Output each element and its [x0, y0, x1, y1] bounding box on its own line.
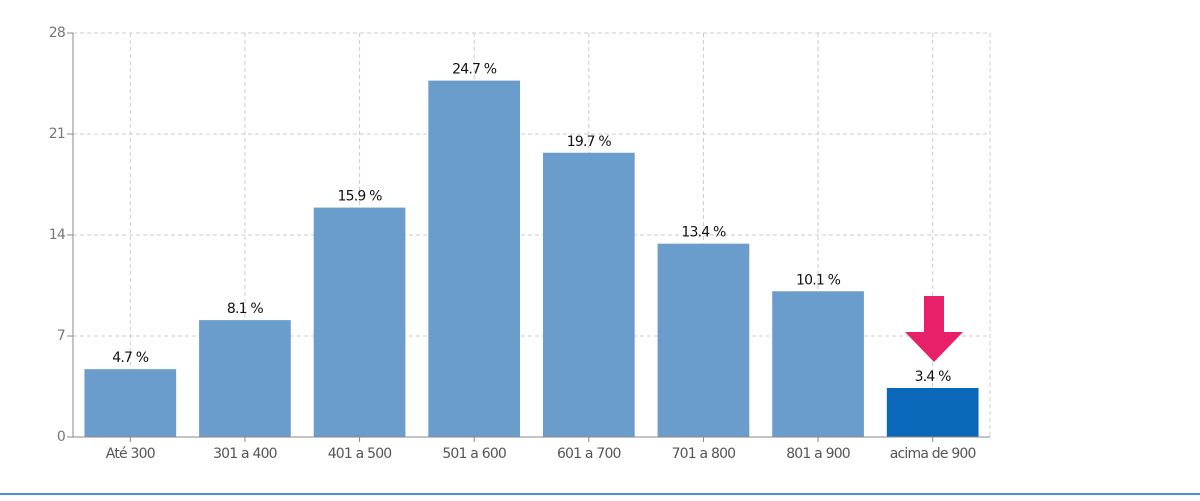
- bar: [84, 369, 177, 437]
- value-label: 3.4 %: [915, 369, 952, 385]
- x-tick-label: 601 a 700: [557, 446, 621, 462]
- x-tick-label: 701 a 800: [672, 446, 736, 462]
- bar: [886, 387, 979, 437]
- bar: [772, 291, 864, 437]
- x-tick-label: 801 a 900: [786, 446, 850, 462]
- x-tick-label: acima de 900: [890, 446, 976, 462]
- highlight-arrow: [905, 296, 963, 362]
- value-label: 4.7 %: [112, 350, 149, 366]
- y-tick-label: 0: [57, 429, 65, 445]
- y-tick-label: 7: [57, 328, 65, 344]
- y-tick-label: 28: [49, 25, 65, 41]
- bar: [428, 80, 521, 437]
- x-tick-label: 501 a 600: [442, 446, 506, 462]
- y-tick-label: 14: [49, 227, 66, 243]
- x-tick-label: 401 a 500: [328, 446, 392, 462]
- bar: [313, 207, 406, 437]
- value-label: 8.1 %: [227, 301, 264, 317]
- value-label: 10.1 %: [796, 272, 841, 288]
- value-label: 24.7 %: [452, 62, 497, 78]
- y-tick-label: 21: [49, 126, 65, 142]
- bar: [542, 152, 635, 437]
- x-tick-label: 301 a 400: [213, 446, 277, 462]
- bar: [657, 243, 750, 437]
- value-label: 13.4 %: [681, 225, 726, 241]
- value-label: 19.7 %: [567, 134, 612, 150]
- x-tick-label: Até 300: [106, 446, 155, 462]
- value-label: 15.9 %: [338, 189, 383, 205]
- bar: [199, 320, 291, 437]
